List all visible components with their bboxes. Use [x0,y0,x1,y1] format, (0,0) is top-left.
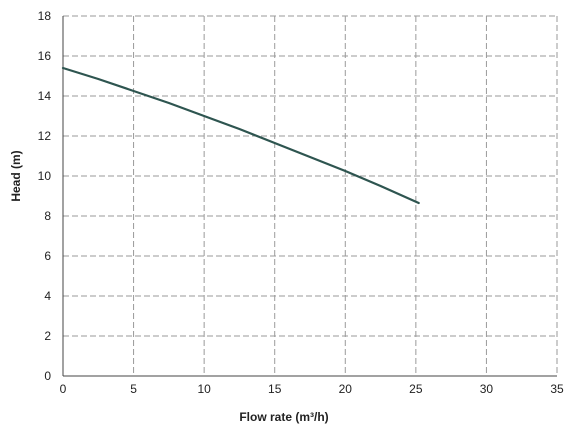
y-tick-label: 0 [44,369,51,383]
y-tick-label: 6 [44,249,51,263]
series-line [61,66,420,205]
x-tick-label: 0 [60,382,67,396]
x-tick-label: 5 [130,382,137,396]
x-tick-label: 10 [197,382,211,396]
x-tick-label: 35 [550,382,564,396]
x-tick-label: 25 [409,382,423,396]
y-tick-label: 2 [44,329,51,343]
series [61,66,420,205]
y-tick-label: 18 [38,9,52,23]
y-tick-label: 14 [38,89,52,103]
y-tick-label: 4 [44,289,51,303]
y-tick-label: 10 [38,169,52,183]
x-tick-label: 30 [480,382,494,396]
x-axis-title: Flow rate (m³/h) [239,410,328,424]
axes [62,16,557,377]
y-tick-label: 16 [38,49,52,63]
x-tick-labels: 0 5 10 15 20 25 30 35 [60,382,564,396]
x-tick-label: 15 [268,382,282,396]
y-tick-labels: 0 2 4 6 8 10 12 14 16 18 [38,9,52,383]
y-axis-title: Head (m) [9,150,23,201]
x-tick-label: 20 [339,382,353,396]
grid [63,15,558,376]
y-tick-label: 8 [44,209,51,223]
y-tick-label: 12 [38,129,52,143]
